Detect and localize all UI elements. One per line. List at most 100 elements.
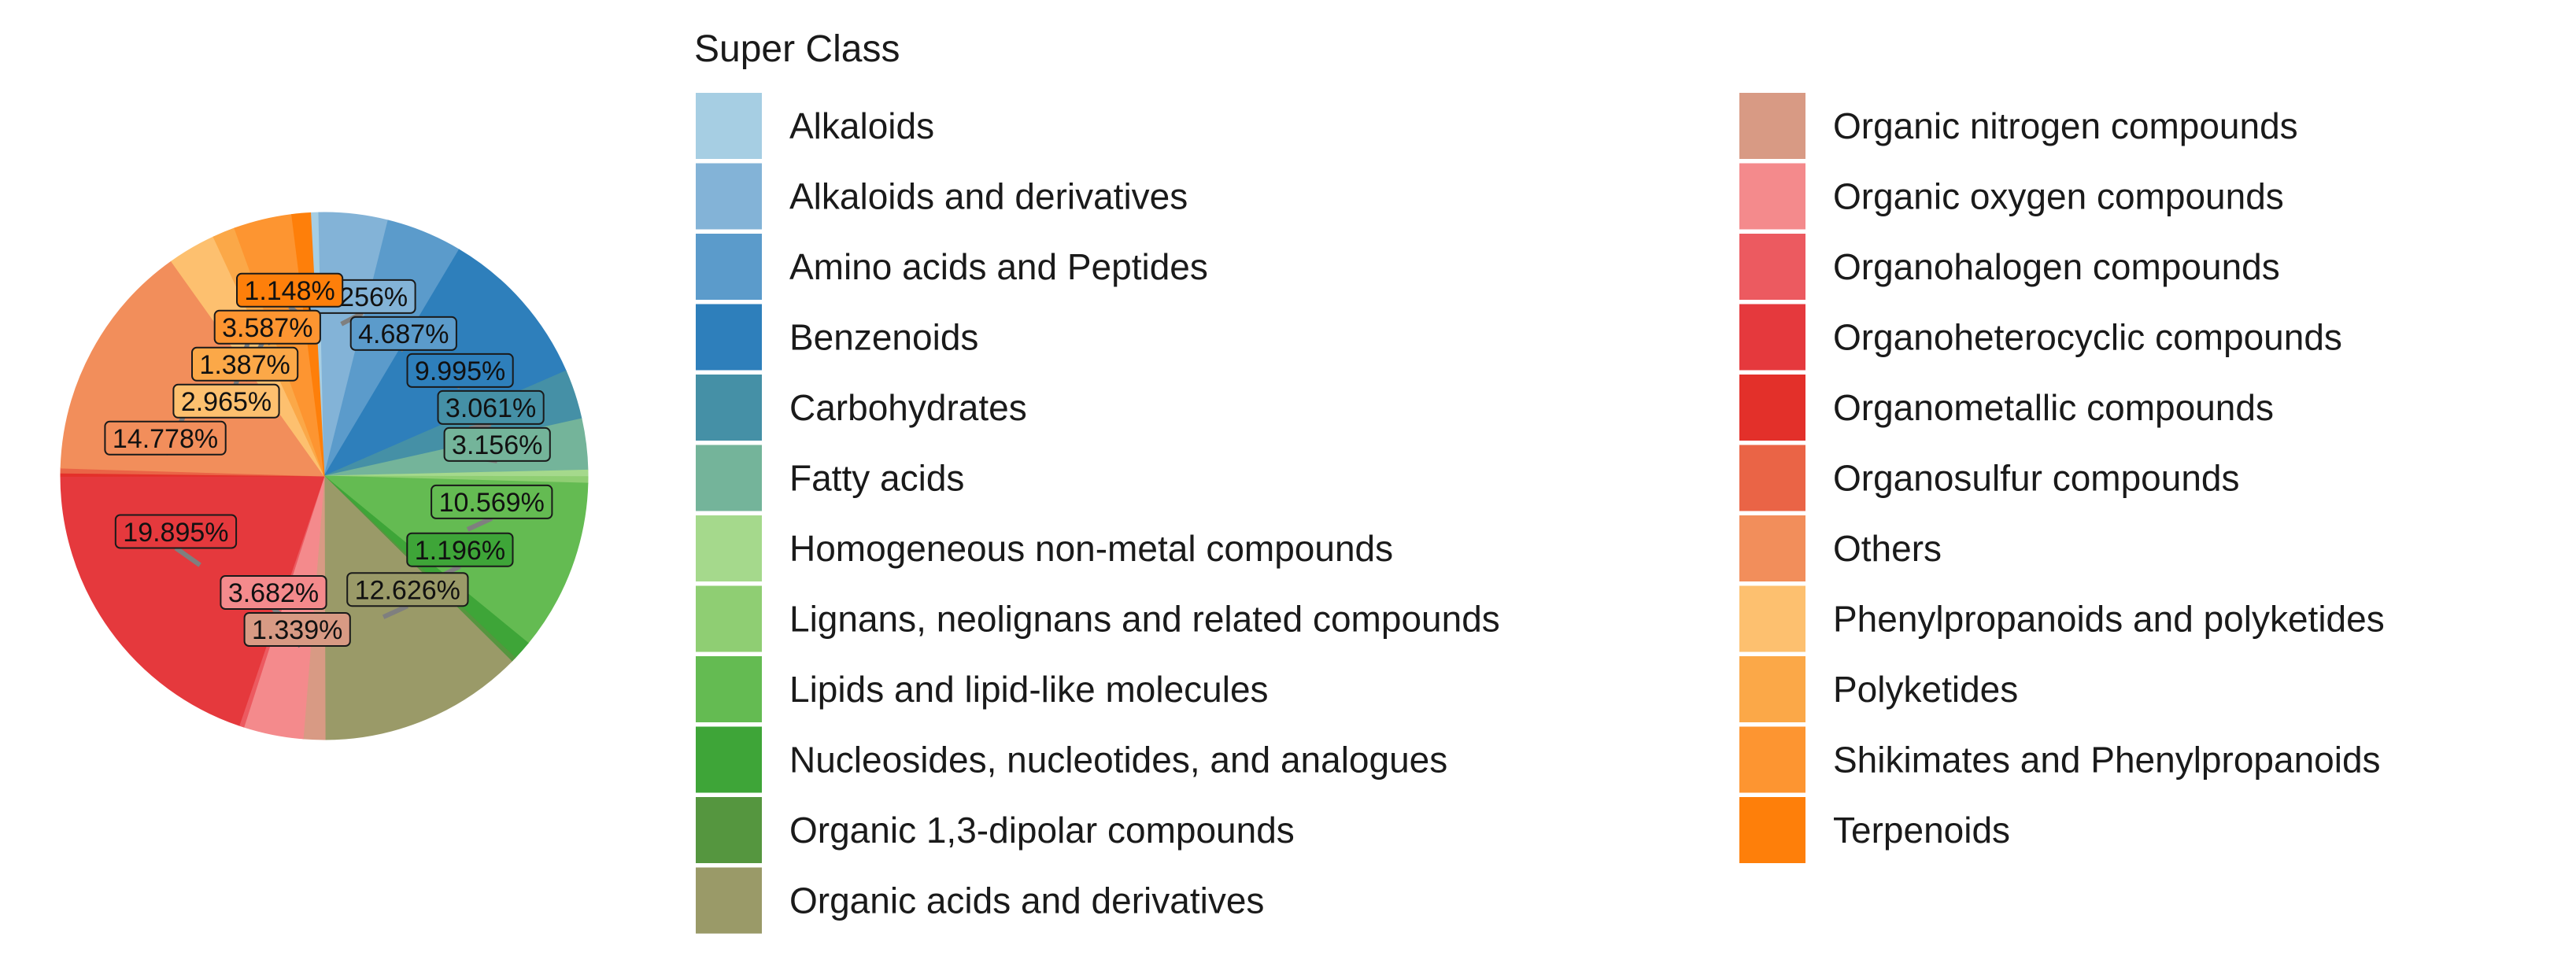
slice-label-box-04 <box>437 389 545 425</box>
slice-label-box-03 <box>406 352 514 388</box>
slice-label-18: 14.778% <box>104 420 227 456</box>
legend-label-01: Alkaloids and derivatives <box>789 176 1188 217</box>
slice-label-text-08: 10.569% <box>439 488 545 518</box>
legend-key-05 <box>696 445 762 511</box>
slice-label-box-12 <box>243 612 351 647</box>
slice-label-box-09 <box>406 532 514 567</box>
legend-label-19: Phenylpropanoids and polyketides <box>1833 599 2385 640</box>
slice-label-box-21 <box>213 309 321 345</box>
legend-label-04: Carbohydrates <box>789 387 1027 428</box>
legend-key-14 <box>1739 234 1805 300</box>
legend-label-15: Organoheterocyclic compounds <box>1833 317 2342 358</box>
slice-label-box-11 <box>346 572 469 607</box>
legend-label-08: Lipids and lipid-like molecules <box>789 669 1269 710</box>
legend-key-12 <box>1739 93 1805 159</box>
slice-label-text-12: 1.339% <box>252 615 342 645</box>
legend-key-21 <box>1739 726 1805 793</box>
slice-label-09: 1.196% <box>406 532 514 567</box>
legend-key-20 <box>1739 656 1805 722</box>
legend-key-09 <box>696 726 762 793</box>
slice-label-box-08 <box>431 484 553 519</box>
slice-label-text-15: 19.895% <box>123 518 228 548</box>
legend-key-11 <box>696 867 762 934</box>
slice-label-13: 3.682% <box>220 575 327 610</box>
pie-slice-11 <box>323 474 512 740</box>
slice-label-text-04: 3.061% <box>445 393 536 423</box>
slice-label-11: 12.626% <box>346 572 469 607</box>
slice-label-text-18: 14.778% <box>113 424 218 454</box>
slice-label-text-02: 4.687% <box>358 319 449 349</box>
slice-label-19: 2.965% <box>172 383 280 419</box>
slice-label-box-15 <box>114 514 238 549</box>
legend-key-07 <box>696 585 762 652</box>
legend-key-15 <box>1739 304 1805 371</box>
legend-label-03: Benzenoids <box>789 317 978 358</box>
slice-label-15: 19.895% <box>114 514 238 549</box>
legend-label-11: Organic acids and derivatives <box>789 880 1264 921</box>
legend-key-00 <box>696 93 762 159</box>
slice-label-text-20: 1.387% <box>199 350 290 380</box>
slice-label-box-05 <box>443 426 551 462</box>
slice-label-box-18 <box>104 420 227 456</box>
legend-key-22 <box>1739 797 1805 863</box>
slice-label-text-22: 1.148% <box>244 276 334 306</box>
slice-label-text-13: 3.682% <box>228 578 319 608</box>
legend-key-18 <box>1739 515 1805 581</box>
slice-label-04: 3.061% <box>437 389 545 425</box>
slice-label-box-19 <box>172 383 280 419</box>
slice-label-text-11: 12.626% <box>355 575 460 605</box>
legend-key-16 <box>1739 375 1805 441</box>
slice-label-text-19: 2.965% <box>181 387 272 417</box>
slice-label-05: 3.156% <box>443 426 551 462</box>
legend-label-16: Organometallic compounds <box>1833 387 2274 428</box>
legend-key-08 <box>696 656 762 722</box>
legend-label-22: Terpenoids <box>1833 810 2010 851</box>
legend-key-13 <box>1739 163 1805 230</box>
slice-label-text-09: 1.196% <box>415 536 505 566</box>
legend-label-06: Homogeneous non-metal compounds <box>789 528 1393 569</box>
label-leader-08 <box>466 516 493 532</box>
slice-label-text-21: 3.587% <box>222 313 312 343</box>
legend-label-17: Organosulfur compounds <box>1833 458 2240 499</box>
slice-label-08: 10.569% <box>431 484 553 519</box>
legend-label-00: Alkaloids <box>789 105 934 146</box>
slice-label-text-05: 3.156% <box>452 430 542 460</box>
legend-label-02: Amino acids and Peptides <box>789 246 1208 287</box>
slice-label-box-20 <box>191 346 299 382</box>
slice-label-box-13 <box>220 575 327 610</box>
label-leader-15 <box>174 546 201 567</box>
legend-label-09: Nucleosides, nucleotides, and analogues <box>789 740 1447 781</box>
legend-label-10: Organic 1,3-dipolar compounds <box>789 810 1295 851</box>
legend-key-10 <box>696 797 762 863</box>
legend-key-03 <box>696 304 762 371</box>
slice-label-02: 4.687% <box>349 316 457 351</box>
slice-label-21: 3.587% <box>213 309 321 345</box>
legend-key-02 <box>696 234 762 300</box>
legend-label-18: Others <box>1833 528 1942 569</box>
legend-key-01 <box>696 163 762 230</box>
legend-label-21: Shikimates and Phenylpropanoids <box>1833 740 2381 781</box>
legend-key-06 <box>696 515 762 581</box>
legend: Super Class Alkaloids Alkaloids and deriv… <box>694 28 2385 934</box>
legend-label-05: Fatty acids <box>789 458 964 499</box>
label-leader-11 <box>382 603 409 619</box>
legend-label-12: Organic nitrogen compounds <box>1833 105 2298 146</box>
legend-label-07: Lignans, neolignans and related compound… <box>789 599 1500 640</box>
slice-label-text-03: 9.995% <box>415 356 505 386</box>
slice-label-box-02 <box>349 316 457 351</box>
legend-key-17 <box>1739 445 1805 511</box>
slice-label-03: 9.995% <box>406 352 514 388</box>
legend-label-13: Organic oxygen compounds <box>1833 176 2284 217</box>
slice-label-20: 1.387% <box>191 346 299 382</box>
slice-labels: 4.256%4.687%9.995%3.061%3.156%10.569%1.1… <box>104 272 553 647</box>
legend-key-04 <box>696 375 762 441</box>
slice-label-box-22 <box>236 272 344 308</box>
slice-label-22: 1.148% <box>236 272 344 308</box>
legend-label-20: Polyketides <box>1833 669 2018 710</box>
legend-title: Super Class <box>694 28 900 70</box>
slice-label-12: 1.339% <box>243 612 351 647</box>
legend-key-19 <box>1739 585 1805 652</box>
legend-label-14: Organohalogen compounds <box>1833 246 2280 287</box>
